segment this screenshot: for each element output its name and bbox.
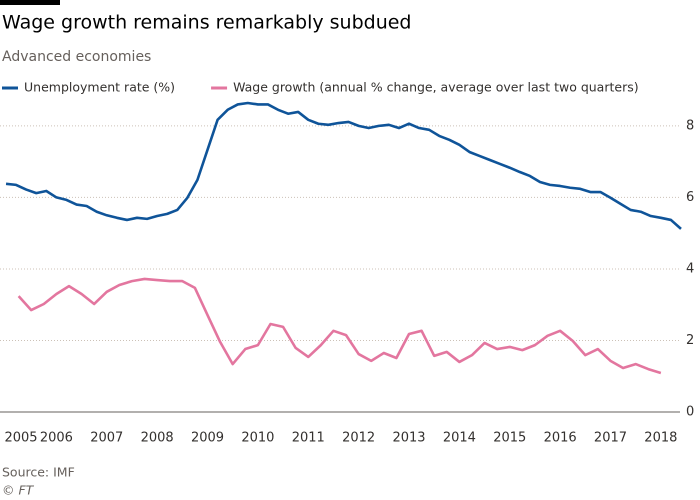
x-tick-label: 2013 bbox=[392, 431, 425, 446]
x-tick-label: 2012 bbox=[342, 431, 375, 446]
legend-label: Wage growth (annual % change, average ov… bbox=[233, 80, 639, 95]
x-tick-label: 2018 bbox=[644, 431, 677, 446]
x-tick-label: 2014 bbox=[443, 431, 476, 446]
x-tick-label: 2011 bbox=[292, 431, 325, 446]
chart-subtitle: Advanced economies bbox=[2, 49, 151, 65]
x-tick-label: 2009 bbox=[191, 431, 224, 446]
x-tick-label: 2016 bbox=[544, 431, 577, 446]
x-tick-label: 2008 bbox=[141, 431, 174, 446]
y-tick-label: 8 bbox=[686, 118, 694, 133]
credit: © FT bbox=[2, 483, 35, 498]
source: Source: IMF bbox=[2, 465, 75, 480]
x-tick-label: 2007 bbox=[90, 431, 123, 446]
y-tick-label: 4 bbox=[686, 261, 694, 276]
series-line bbox=[5, 101, 682, 230]
x-tick-label: 2017 bbox=[594, 431, 627, 446]
x-tick-label: 2005 bbox=[4, 431, 37, 446]
x-tick-label: 2010 bbox=[241, 431, 274, 446]
chart-title: Wage growth remains remarkably subdued bbox=[2, 12, 411, 34]
x-tick-label: 2006 bbox=[40, 431, 73, 446]
brand-bar bbox=[0, 0, 60, 5]
x-tick-label: 2015 bbox=[493, 431, 526, 446]
legend-label: Unemployment rate (%) bbox=[24, 80, 175, 95]
series-line bbox=[17, 277, 662, 375]
y-tick-label: 6 bbox=[686, 190, 694, 205]
y-tick-label: 2 bbox=[686, 333, 694, 348]
y-tick-label: 0 bbox=[686, 405, 694, 420]
